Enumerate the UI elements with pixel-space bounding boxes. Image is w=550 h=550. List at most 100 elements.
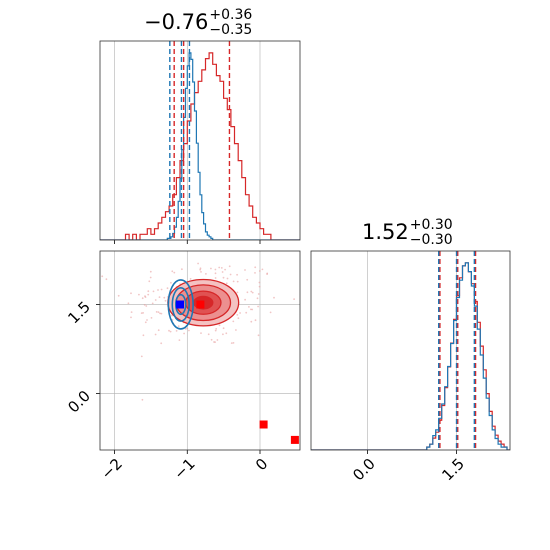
sample-point bbox=[256, 297, 259, 300]
sample-point bbox=[158, 296, 161, 298]
title-minus-param-0: −0.35 bbox=[209, 22, 253, 38]
marker-series-0-0 bbox=[196, 300, 205, 309]
sample-point bbox=[188, 329, 190, 332]
sample-point bbox=[214, 277, 217, 279]
sample-point bbox=[245, 311, 248, 314]
sample-point bbox=[130, 316, 132, 319]
sample-point bbox=[311, 319, 313, 321]
sample-point bbox=[250, 290, 253, 293]
sample-point bbox=[207, 333, 210, 336]
axes-frame-joint bbox=[99, 250, 301, 451]
axes-frame-param-1 bbox=[310, 250, 511, 451]
sample-point bbox=[214, 272, 217, 275]
sample-point bbox=[154, 299, 157, 301]
sample-point bbox=[214, 329, 217, 332]
sample-point bbox=[149, 270, 152, 273]
sample-point bbox=[257, 334, 260, 337]
tick-label-y-p1-0: 0.0 bbox=[64, 387, 94, 417]
sample-point bbox=[171, 270, 174, 273]
sample-point bbox=[251, 308, 254, 311]
sample-point bbox=[257, 293, 260, 295]
marker-series-1-0 bbox=[176, 300, 184, 309]
sample-point bbox=[244, 269, 246, 271]
sample-point bbox=[157, 329, 160, 332]
title-param-0: −0.76 +0.36 −0.35 bbox=[144, 8, 252, 38]
sample-point bbox=[266, 273, 268, 275]
sample-point bbox=[246, 278, 249, 281]
sample-point bbox=[232, 342, 235, 344]
sample-point bbox=[183, 332, 186, 335]
sample-point bbox=[140, 355, 143, 358]
title-param-1: 1.52 +0.30 −0.30 bbox=[362, 218, 453, 248]
sample-point bbox=[159, 312, 161, 315]
marginal-panel-param-0 bbox=[99, 40, 301, 244]
sample-point bbox=[168, 329, 170, 332]
sample-point bbox=[189, 278, 192, 280]
tick-label-y-p1-1: 1.5 bbox=[64, 298, 94, 328]
sample-point bbox=[293, 298, 295, 300]
title-value-param-0: −0.76 bbox=[144, 10, 209, 34]
axes-frame-param-0 bbox=[99, 40, 301, 241]
sample-point bbox=[143, 304, 146, 306]
sample-point bbox=[130, 292, 132, 295]
sample-point bbox=[220, 267, 223, 269]
sample-point bbox=[232, 280, 235, 283]
contour-series-1-level-1 bbox=[171, 287, 190, 322]
marker-series-0-1 bbox=[259, 420, 268, 429]
sample-point bbox=[127, 302, 130, 305]
sample-point bbox=[235, 329, 237, 331]
sample-point bbox=[184, 328, 187, 330]
sample-point bbox=[178, 339, 181, 341]
sample-point bbox=[248, 306, 250, 308]
tick-label-x-p0-0: −2 bbox=[98, 455, 126, 483]
sample-point bbox=[244, 298, 247, 301]
histogram-param-0-series-0 bbox=[100, 52, 300, 240]
sample-point bbox=[273, 296, 275, 299]
sample-point bbox=[258, 270, 261, 272]
sample-point bbox=[254, 266, 257, 269]
marker-series-0-2 bbox=[290, 435, 299, 444]
sample-point bbox=[163, 296, 166, 299]
sample-point bbox=[221, 271, 224, 273]
sample-point bbox=[147, 290, 150, 293]
sample-point bbox=[199, 268, 202, 271]
sample-point bbox=[250, 308, 252, 311]
sample-point bbox=[250, 320, 253, 323]
sample-point bbox=[215, 328, 218, 330]
sample-point bbox=[200, 332, 202, 334]
sample-point bbox=[173, 271, 176, 274]
joint-panel-param-0-param-1: −2 −1 0 0.0 1.5 bbox=[64, 250, 313, 483]
sample-point bbox=[148, 280, 151, 283]
contour-series-1-level-2 bbox=[174, 293, 187, 316]
sample-point bbox=[236, 273, 239, 276]
sample-point bbox=[160, 288, 163, 291]
sample-point bbox=[138, 293, 140, 296]
tick-label-x-p1-0: 0.0 bbox=[349, 455, 379, 485]
sample-point bbox=[258, 285, 261, 288]
sample-point bbox=[232, 320, 235, 323]
sample-point bbox=[239, 312, 242, 314]
sample-point bbox=[144, 296, 147, 298]
sample-point bbox=[225, 332, 228, 335]
histogram-param-1-series-1 bbox=[311, 262, 510, 450]
sample-point bbox=[151, 302, 154, 305]
sample-point bbox=[222, 327, 225, 330]
sample-point bbox=[145, 305, 148, 307]
sample-point bbox=[157, 311, 160, 313]
tick-label-x-p0-1: −1 bbox=[170, 455, 198, 483]
sample-point bbox=[169, 330, 172, 333]
sample-point bbox=[130, 311, 133, 313]
sample-point bbox=[222, 333, 224, 336]
marginal-panel-param-1: 0.0 1.5 bbox=[310, 250, 511, 485]
sample-point bbox=[142, 312, 145, 314]
title-plus-param-1: +0.30 bbox=[409, 217, 453, 233]
sample-point bbox=[246, 291, 249, 294]
title-plus-param-0: +0.36 bbox=[209, 7, 253, 23]
sample-point bbox=[257, 305, 259, 308]
sample-point bbox=[181, 268, 183, 271]
sample-point bbox=[236, 291, 239, 294]
sample-point bbox=[230, 342, 233, 344]
contour-series-1-level-0 bbox=[167, 279, 194, 330]
sample-point bbox=[251, 291, 254, 294]
